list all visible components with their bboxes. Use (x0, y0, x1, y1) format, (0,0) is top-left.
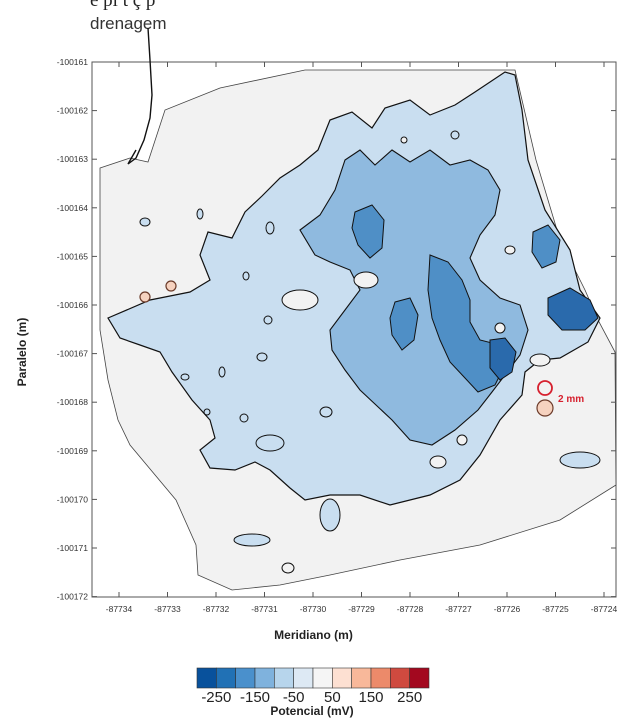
colorbar-swatch (254, 667, 275, 689)
colorbar-swatch (235, 667, 256, 689)
colorbar (196, 667, 430, 689)
colorbar-swatch (293, 667, 314, 689)
colorbar-tick-label: -250 (201, 689, 231, 706)
x-tick-label: -87731 (251, 604, 278, 614)
y-tick-label: -100161 (57, 57, 88, 67)
colorbar-swatch (196, 667, 217, 689)
x-tick-label: -87733 (154, 604, 181, 614)
colorbar-swatch (332, 667, 352, 689)
anomaly-core-1 (351, 204, 385, 259)
x-axis-title: Meridiano (m) (274, 628, 353, 642)
y-tick-label: -100169 (57, 446, 88, 456)
y-tick-labels: -100161 -100162 -100163 -100164 -100165 -1001… (57, 57, 616, 602)
colorbar-swatch (370, 667, 391, 689)
colorbar-tick-label: 50 (324, 689, 341, 706)
colorbar-tick-labels: -250 -150 -50 50 150 250 (201, 689, 422, 706)
x-tick-label: -87724 (591, 604, 618, 614)
x-tick-label: -87732 (203, 604, 230, 614)
y-axis-title: Paralelo (m) (15, 317, 29, 387)
y-tick-label: -100166 (57, 300, 88, 310)
y-tick-label: -100171 (57, 543, 88, 553)
x-tick-label: -87725 (542, 604, 569, 614)
colorbar-swatch (312, 667, 333, 689)
y-tick-label: -100172 (57, 592, 88, 602)
anomaly-core-east (547, 287, 599, 331)
drainage-line (127, 27, 153, 165)
x-tick-label: -87729 (348, 604, 375, 614)
colorbar-tick-label: 150 (358, 689, 383, 706)
y-tick-label: -100170 (57, 494, 88, 504)
colorbar-swatch (216, 667, 236, 689)
y-tick-label: -100164 (57, 203, 88, 213)
x-tick-label: -87734 (106, 604, 133, 614)
x-tick-labels: -87734 -87733 -87732 -87731 -87730 -87729 -877… (106, 62, 618, 614)
header-text-cut: e pl t ç p (90, 0, 156, 11)
colorbar-title: Potencial (mV) (270, 704, 354, 718)
marker-2mm-label: 2 mm (558, 394, 584, 405)
colorbar-swatch (351, 667, 372, 689)
x-tick-label: -87726 (494, 604, 521, 614)
anomaly-core-ne (531, 224, 561, 269)
colorbar-swatch (390, 667, 410, 689)
colorbar-swatch (409, 667, 430, 689)
x-tick-label: -87730 (300, 604, 327, 614)
colorbar-tick-label: 250 (397, 689, 422, 706)
y-tick-label: -100163 (57, 154, 88, 164)
colorbar-tick-label: -50 (283, 689, 305, 706)
y-tick-label: -100167 (57, 349, 88, 359)
positive-anomalies (139, 280, 554, 417)
y-tick-label: -100165 (57, 251, 88, 261)
small-contour-blobs (139, 130, 601, 574)
x-tick-label: -87727 (445, 604, 472, 614)
colorbar-swatch (274, 667, 294, 689)
anomaly-core-3 (389, 297, 419, 351)
marker-2mm-circle (537, 380, 553, 396)
anomaly-core-4 (489, 337, 517, 381)
x-tick-label: -87728 (397, 604, 424, 614)
colorbar-tick-label: -150 (240, 689, 270, 706)
y-tick-label: -100168 (57, 397, 88, 407)
y-tick-label: -100162 (57, 106, 88, 116)
